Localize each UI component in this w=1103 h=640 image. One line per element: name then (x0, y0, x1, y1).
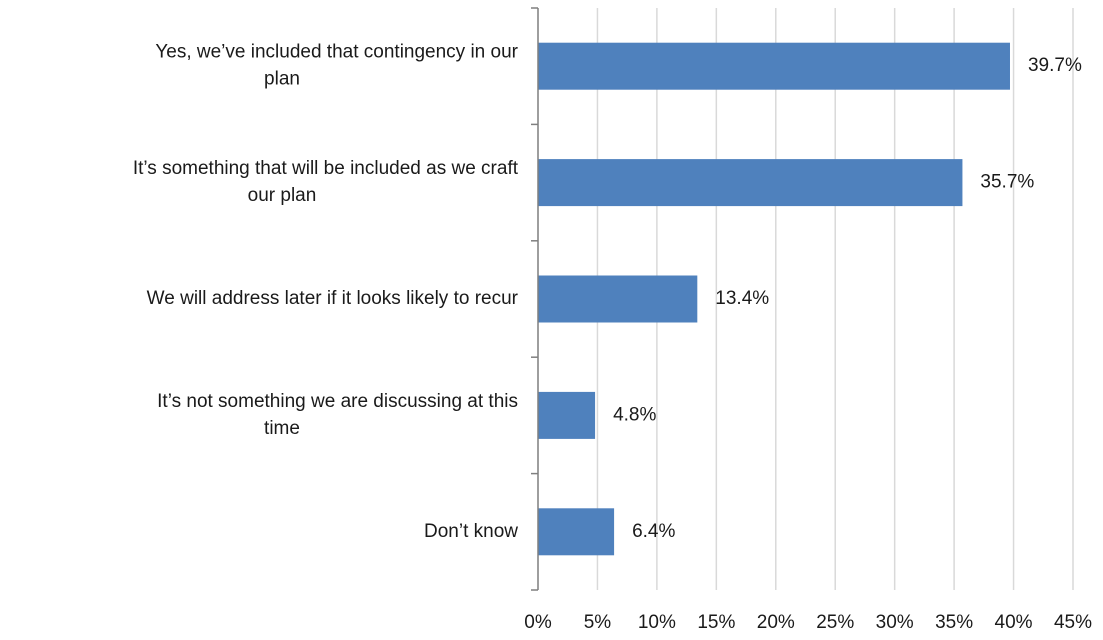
label-layer: Yes, we’ve included that contingency in … (133, 42, 1092, 633)
category-label-0-line-0: Yes, we’ve included that contingency in … (155, 42, 518, 63)
x-tick-label-9: 45% (1054, 612, 1092, 633)
x-tick-label-5: 25% (816, 612, 854, 633)
category-label-3-line-0: It’s not something we are discussing at … (157, 391, 518, 412)
x-tick-label-3: 15% (697, 612, 735, 633)
grid-layer (596, 8, 1074, 590)
x-tick-label-4: 20% (757, 612, 795, 633)
category-label-2-line-0: We will address later if it looks likely… (147, 288, 519, 309)
bar-2 (538, 275, 698, 323)
data-label-4: 6.4% (632, 521, 675, 542)
category-label-1-line-0: It’s something that will be included as … (133, 158, 519, 179)
bar-0 (538, 42, 1010, 90)
category-label-1-line-1: our plan (248, 185, 317, 206)
bar-3 (538, 391, 596, 439)
axis-layer (531, 7, 539, 591)
category-label-0-line-1: plan (264, 69, 300, 90)
category-label-3-line-1: time (264, 418, 300, 439)
bar-4 (538, 508, 615, 556)
bar-layer (538, 42, 1010, 556)
x-tick-label-8: 40% (995, 612, 1033, 633)
data-label-2: 13.4% (715, 288, 769, 309)
x-tick-label-2: 10% (638, 612, 676, 633)
data-label-3: 4.8% (613, 404, 656, 425)
x-tick-label-7: 35% (935, 612, 973, 633)
x-tick-label-1: 5% (584, 612, 612, 633)
x-tick-label-6: 30% (876, 612, 914, 633)
category-label-4-line-0: Don’t know (424, 521, 518, 542)
x-tick-label-0: 0% (524, 612, 552, 633)
data-label-1: 35.7% (980, 172, 1034, 193)
data-label-0: 39.7% (1028, 55, 1082, 76)
bar-1 (538, 159, 963, 207)
